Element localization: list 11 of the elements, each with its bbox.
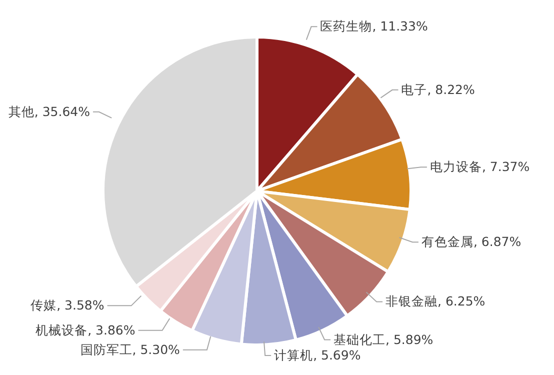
slice-label: 机械设备, 3.86%	[36, 322, 136, 338]
slice-label: 医药生物, 11.33%	[320, 18, 428, 34]
slice-label: 基础化工, 5.89%	[334, 332, 434, 347]
slice-label: 有色金属, 6.87%	[421, 234, 522, 250]
slice-label: 电子, 8.22%	[401, 82, 476, 97]
slice-label: 电力设备, 7.37%	[430, 159, 530, 174]
slice-label: 计算机, 5.69%	[274, 347, 361, 362]
slice-label: 传媒, 3.58%	[30, 298, 104, 313]
slice-label: 其他, 35.64%	[8, 104, 90, 119]
slice-label: 国防军工, 5.30%	[80, 342, 180, 357]
slice-label: 非银金融, 6.25%	[386, 294, 486, 309]
